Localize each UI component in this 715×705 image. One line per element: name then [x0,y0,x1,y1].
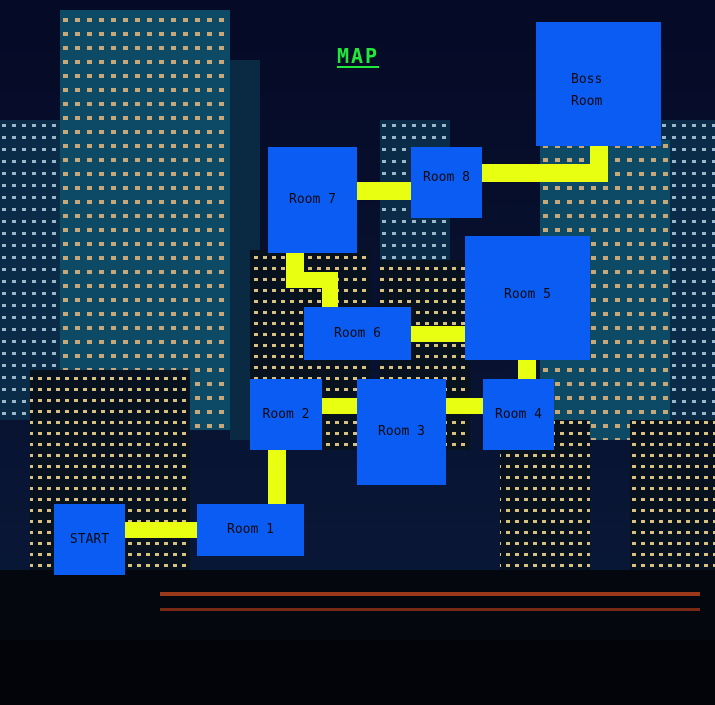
corridor-room1-room2 [268,449,286,505]
corridor-room4-room5 [518,358,536,380]
room-4[interactable]: Room 4 [483,379,554,450]
room-boss[interactable]: Boss Room [536,22,661,146]
room-5[interactable]: Room 5 [465,236,590,360]
room-8[interactable]: Room 8 [411,147,482,218]
corridor-start-room1 [124,522,198,538]
map-title: MAP [336,44,380,68]
room-1[interactable]: Room 1 [197,504,304,556]
corridor-room8-boss-a [482,164,608,182]
room-6[interactable]: Room 6 [304,307,411,360]
room-7[interactable]: Room 7 [268,147,357,253]
corridor-room2-room3 [320,398,360,414]
room-2[interactable]: Room 2 [250,379,322,450]
corridor-room7-room6-c [322,272,338,308]
room-start[interactable]: START [54,504,125,575]
corridor-room6-room5 [410,326,466,342]
corridor-room7-room8 [356,182,412,200]
corridor-room3-room4 [446,398,484,414]
room-3[interactable]: Room 3 [357,379,446,485]
corridor-room8-boss-b [590,144,608,182]
